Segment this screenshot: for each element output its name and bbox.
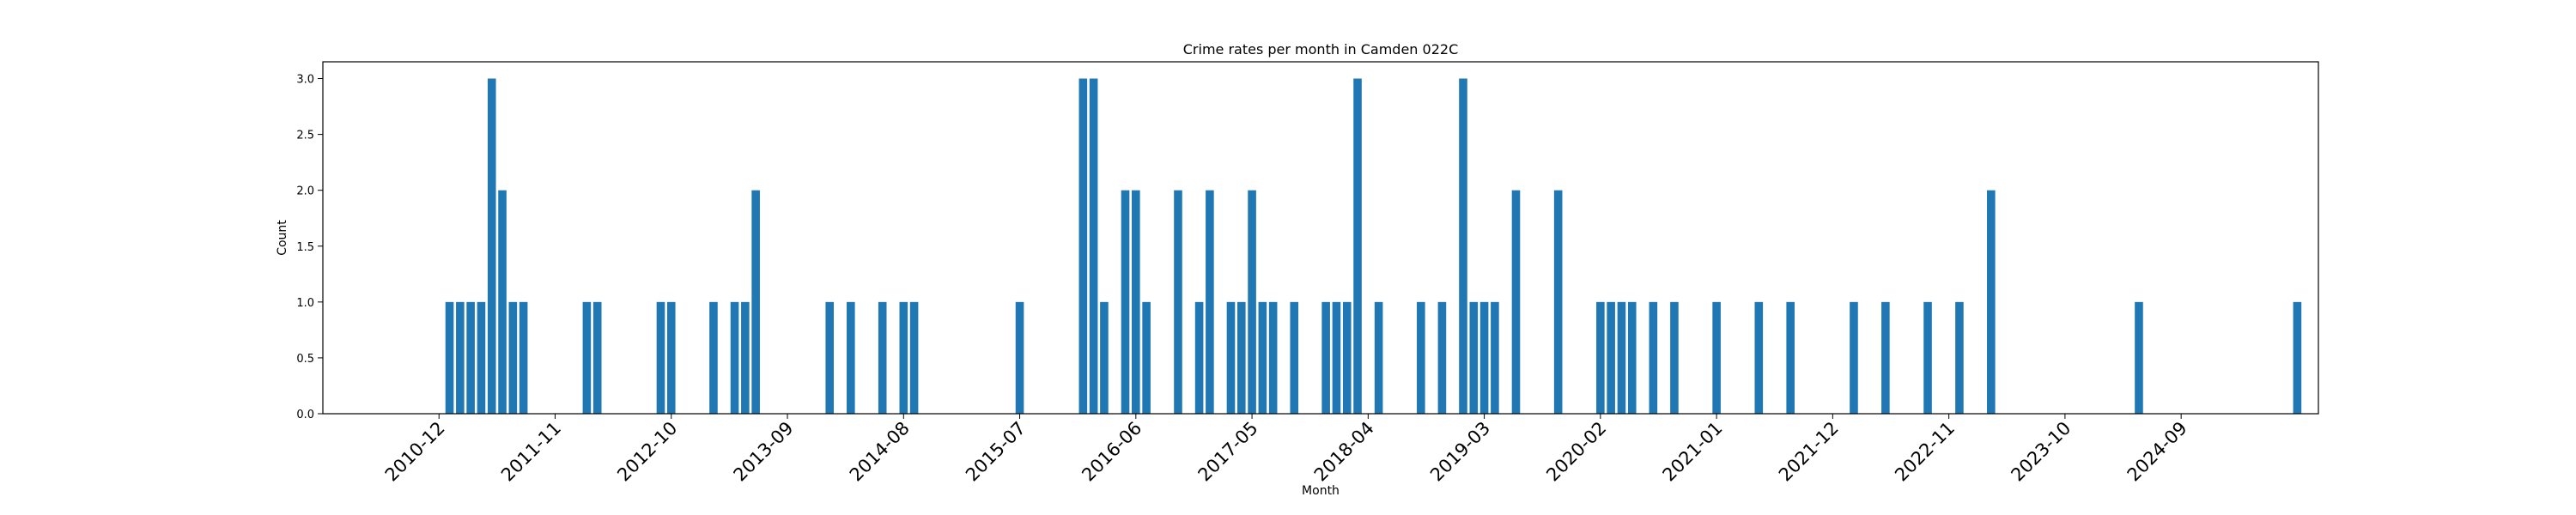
bar-2022-09 <box>1923 301 1932 414</box>
bar-2016-05 <box>1121 190 1130 414</box>
bar-2017-01 <box>1206 190 1214 414</box>
bar-2019-04 <box>1491 301 1499 414</box>
bar-2016-03 <box>1100 301 1109 414</box>
bar-2011-03 <box>466 301 475 414</box>
bar-2012-03 <box>592 301 602 414</box>
x-tick-label: 2023-10 <box>2007 418 2075 486</box>
bar-2015-07 <box>1015 301 1024 414</box>
bar-2025-08 <box>2293 301 2302 414</box>
bars-group <box>445 78 2302 415</box>
bar-2014-08 <box>899 301 908 414</box>
bar-2011-02 <box>456 301 465 414</box>
x-tick-label: 2013-09 <box>730 418 798 486</box>
bar-2016-12 <box>1194 301 1204 414</box>
y-tick-label: 3.0 <box>296 74 314 87</box>
bar-2016-07 <box>1142 301 1151 414</box>
bar-2018-05 <box>1374 301 1383 414</box>
bar-2012-09 <box>656 301 665 414</box>
x-tick-label: 2011-11 <box>497 418 565 486</box>
bar-2011-06 <box>498 190 507 414</box>
bar-2022-02 <box>1850 301 1858 414</box>
y-tick-label: 1.0 <box>296 297 314 310</box>
x-tick-label: 2020-02 <box>1542 418 1610 486</box>
chart-title: Crime rates per month in Camden 022C <box>1183 41 1458 58</box>
bar-2019-02 <box>1469 301 1479 414</box>
x-tick-label: 2022-11 <box>1891 418 1959 486</box>
bar-2014-06 <box>878 301 887 414</box>
y-axis-label: Count <box>276 220 289 256</box>
bar-2018-11 <box>1437 301 1447 414</box>
x-tick-label: 2018-04 <box>1310 418 1378 486</box>
bar-2021-01 <box>1712 301 1721 414</box>
bar-2017-03 <box>1226 301 1236 414</box>
bar-2021-08 <box>1786 301 1795 414</box>
bar-2017-12 <box>1321 301 1330 414</box>
bar-2018-09 <box>1417 301 1425 414</box>
bar-2020-09 <box>1670 301 1679 414</box>
bar-2022-12 <box>1955 301 1964 414</box>
bar-2019-01 <box>1459 78 1467 415</box>
bar-2011-05 <box>487 78 496 415</box>
bar-2020-07 <box>1649 301 1658 414</box>
bar-2014-01 <box>825 301 835 414</box>
x-tick-label: 2014-08 <box>846 418 914 486</box>
x-tick-label: 2019-03 <box>1426 418 1494 486</box>
bar-2011-07 <box>508 301 518 414</box>
bar-2020-03 <box>1607 301 1615 414</box>
y-tick-label: 0.0 <box>296 409 314 421</box>
bar-2016-06 <box>1132 190 1140 414</box>
bar-2019-03 <box>1479 301 1489 414</box>
y-tick-label: 1.5 <box>296 241 314 254</box>
bar-2016-10 <box>1174 190 1182 414</box>
bar-2020-02 <box>1596 301 1605 414</box>
bar-2019-10 <box>1553 190 1563 414</box>
bar-2024-05 <box>2135 301 2143 414</box>
bar-2016-01 <box>1078 78 1088 415</box>
bar-2011-04 <box>477 301 486 414</box>
x-tick-label: 2021-01 <box>1659 418 1727 486</box>
bar-2014-03 <box>847 301 855 414</box>
bar-2011-08 <box>519 301 528 414</box>
x-axis-label: Month <box>1302 484 1340 498</box>
bar-2013-06 <box>751 190 760 414</box>
bar-2023-03 <box>1987 190 1996 414</box>
bar-2012-02 <box>582 301 592 414</box>
bar-2017-09 <box>1290 301 1299 414</box>
bar-2017-05 <box>1248 190 1256 414</box>
bar-2013-04 <box>730 301 739 414</box>
bar-2017-04 <box>1236 301 1246 414</box>
bar-2022-05 <box>1881 301 1890 414</box>
y-tick-label: 2.5 <box>296 130 314 142</box>
x-tick-label: 2024-09 <box>2123 418 2191 486</box>
y-tick-label: 2.0 <box>296 185 314 198</box>
bar-2018-02 <box>1342 301 1352 414</box>
bar-2016-02 <box>1089 78 1098 415</box>
x-tick-label: 2021-12 <box>1775 418 1843 486</box>
bar-2019-06 <box>1511 190 1521 414</box>
plot-frame <box>322 61 2319 415</box>
y-axis: 0.0 0.5 1.0 1.5 2.0 2.5 3.0 <box>296 74 323 421</box>
bar-2013-05 <box>741 301 750 414</box>
y-tick-label: 0.5 <box>296 353 314 366</box>
x-tick-label: 2017-05 <box>1194 418 1262 486</box>
x-axis: 2010-12 2011-11 2012-10 2013-09 2014-08 2015-… <box>381 414 2191 486</box>
bar-2017-07 <box>1268 301 1278 414</box>
bar-2021-05 <box>1754 301 1764 414</box>
x-tick-label: 2015-07 <box>962 418 1030 486</box>
bar-2013-02 <box>709 301 718 414</box>
bar-2018-01 <box>1332 301 1341 414</box>
bar-2018-03 <box>1353 78 1362 415</box>
bar-2011-01 <box>445 301 454 414</box>
x-tick-label: 2010-12 <box>381 418 449 486</box>
x-tick-label: 2012-10 <box>613 418 681 486</box>
bar-2020-04 <box>1617 301 1626 414</box>
bar-2020-05 <box>1627 301 1637 414</box>
bar-2012-10 <box>666 301 676 414</box>
bar-2017-06 <box>1258 301 1267 414</box>
x-tick-label: 2016-06 <box>1078 418 1145 486</box>
bar-2014-09 <box>909 301 919 414</box>
